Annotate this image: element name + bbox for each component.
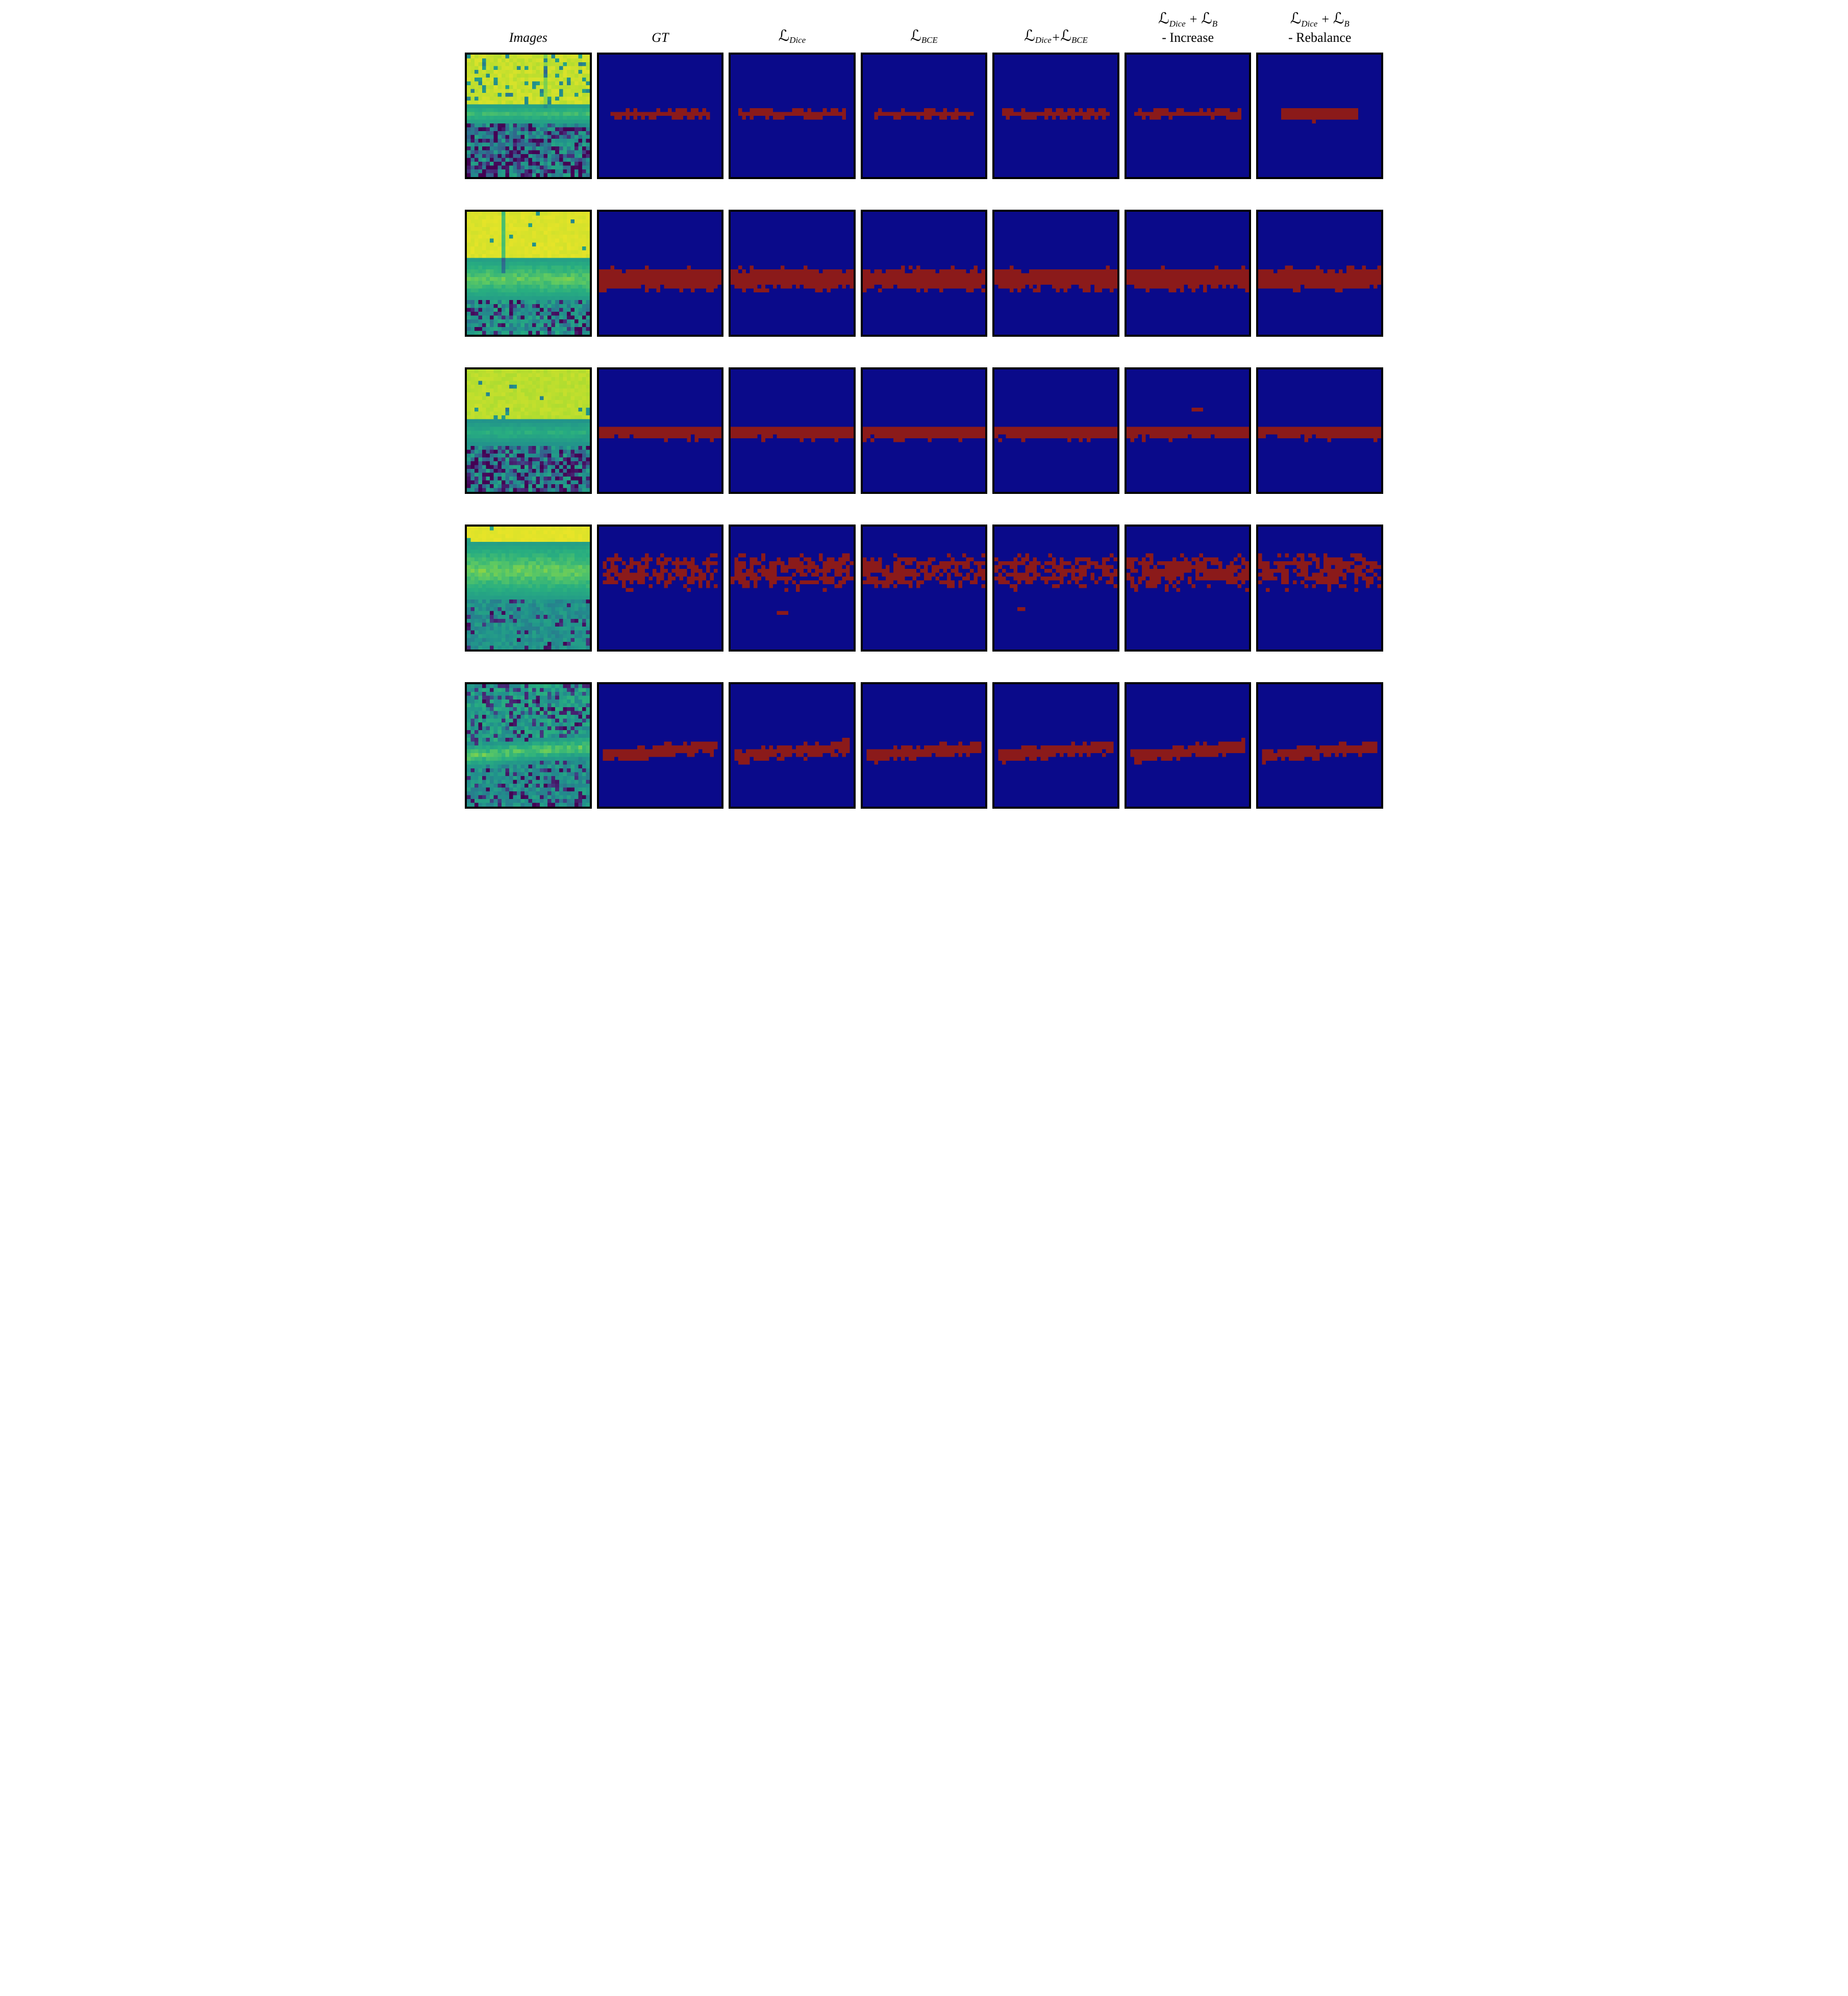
pred-mask-cell-dice_b_inc (1125, 53, 1252, 180)
pred-mask-cell-dice_b_reb (1256, 53, 1383, 180)
pred-mask-cell-dice (729, 210, 856, 337)
image-cell (465, 682, 592, 809)
gt-mask-cell (597, 53, 724, 180)
gt-mask-cell (597, 682, 724, 809)
pred-mask-cell-dice_b_reb (1256, 525, 1383, 652)
pred-mask-cell-dice_b_reb (1256, 210, 1383, 337)
gt-mask-cell (597, 210, 724, 337)
column-header-images: Images (465, 10, 592, 48)
image-cell (465, 367, 592, 494)
gt-mask-cell (597, 367, 724, 494)
pred-mask-cell-dice_bce (992, 525, 1119, 652)
pred-mask-cell-dice_b_inc (1125, 525, 1252, 652)
image-cell (465, 525, 592, 652)
gt-mask-cell (597, 525, 724, 652)
image-cell (465, 53, 592, 180)
pred-mask-cell-dice_b_reb (1256, 367, 1383, 494)
pred-mask-cell-dice (729, 682, 856, 809)
column-header-dice_b_reb: ℒDice + ℒB- Rebalance (1256, 10, 1383, 48)
pred-mask-cell-bce (861, 525, 988, 652)
column-header-gt: GT (597, 10, 724, 48)
pred-mask-cell-dice (729, 53, 856, 180)
pred-mask-cell-bce (861, 210, 988, 337)
pred-mask-cell-dice_b_inc (1125, 367, 1252, 494)
pred-mask-cell-dice_bce (992, 682, 1119, 809)
column-header-dice: ℒDice (729, 10, 856, 48)
column-header-bce: ℒBCE (861, 10, 988, 48)
pred-mask-cell-bce (861, 53, 988, 180)
image-cell (465, 210, 592, 337)
pred-mask-cell-dice_b_inc (1125, 210, 1252, 337)
pred-mask-cell-dice_bce (992, 53, 1119, 180)
header-row: ImagesGTℒDiceℒBCEℒDice + ℒBCEℒDice + ℒB-… (465, 10, 1383, 48)
pred-mask-cell-dice_bce (992, 367, 1119, 494)
figure-grid (465, 53, 1383, 809)
column-header-dice_b_inc: ℒDice + ℒB- Increase (1125, 10, 1252, 48)
pred-mask-cell-dice_bce (992, 210, 1119, 337)
column-header-dice_bce: ℒDice + ℒBCE (992, 10, 1119, 48)
pred-mask-cell-bce (861, 682, 988, 809)
pred-mask-cell-dice_b_inc (1125, 682, 1252, 809)
pred-mask-cell-dice (729, 367, 856, 494)
pred-mask-cell-dice_b_reb (1256, 682, 1383, 809)
pred-mask-cell-dice (729, 525, 856, 652)
pred-mask-cell-bce (861, 367, 988, 494)
